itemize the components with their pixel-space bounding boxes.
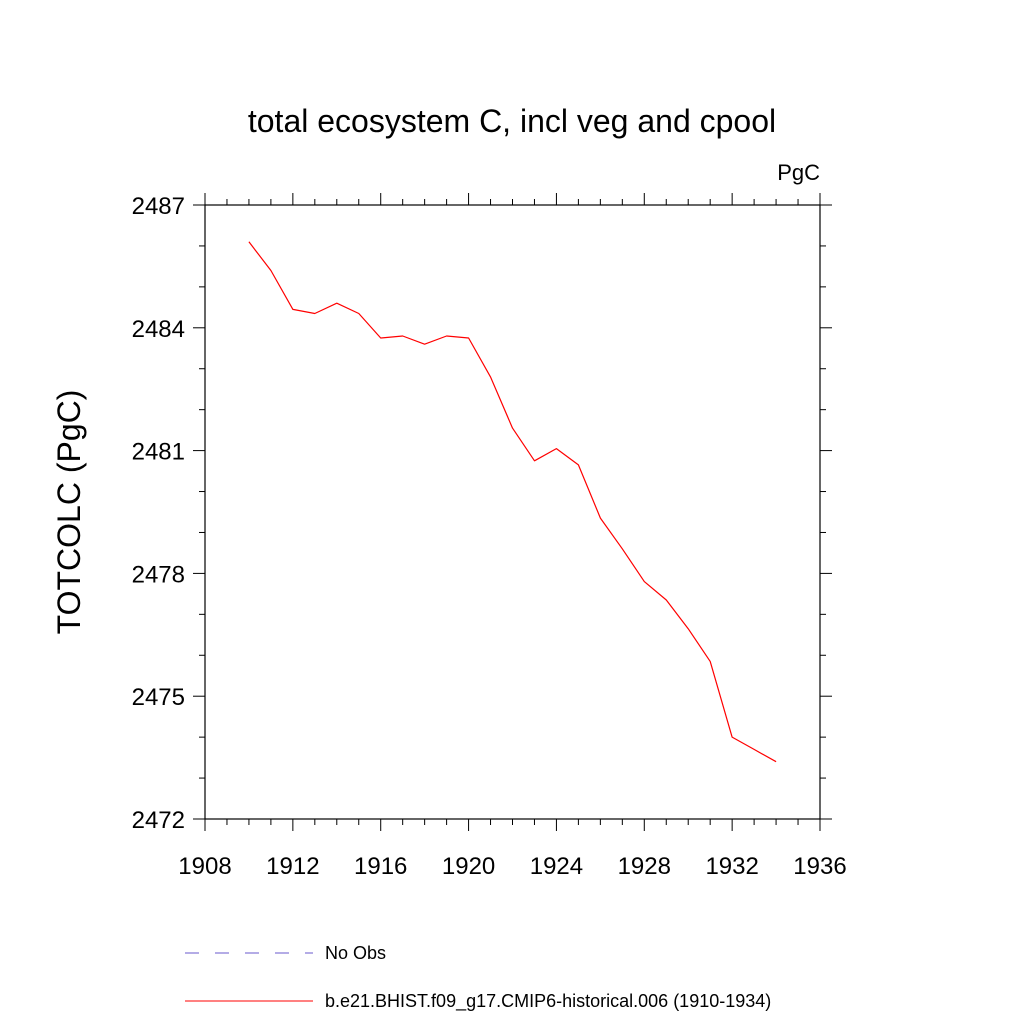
x-tick-label: 1928 <box>618 853 671 880</box>
x-tick-label: 1924 <box>530 853 583 880</box>
y-axis-ticks: 2472 2475 2478 2481 2484 2487 <box>132 193 832 834</box>
x-tick-label: 1932 <box>705 853 758 880</box>
plot-frame <box>204 204 821 820</box>
y-tick-label: 2481 <box>132 439 185 466</box>
x-tick-label: 1908 <box>178 853 231 880</box>
y-tick-label: 2487 <box>132 193 185 220</box>
y-axis-label: TOTCOLC (PgC) <box>51 390 87 635</box>
x-tick-label: 1936 <box>793 853 846 880</box>
chart-title: total ecosystem C, incl veg and cpool <box>248 103 776 139</box>
x-axis-ticks: 1908 1912 1916 1920 1924 1928 1932 1936 <box>178 193 847 880</box>
y-tick-label: 2472 <box>132 807 185 834</box>
legend-label-no-obs: No Obs <box>325 943 386 963</box>
y-tick-label: 2484 <box>132 316 185 343</box>
y-tick-label: 2478 <box>132 561 185 588</box>
series-layer <box>248 241 777 763</box>
legend: No Obs b.e21.BHIST.f09_g17.CMIP6-histori… <box>185 943 771 1012</box>
x-tick-label: 1920 <box>442 853 495 880</box>
x-tick-label: 1916 <box>354 853 407 880</box>
legend-label-historical: b.e21.BHIST.f09_g17.CMIP6-historical.006… <box>325 991 771 1012</box>
y-tick-label: 2475 <box>132 684 185 711</box>
series-line-0 <box>248 241 777 763</box>
x-tick-label: 1912 <box>266 853 319 880</box>
units-label: PgC <box>777 160 820 185</box>
